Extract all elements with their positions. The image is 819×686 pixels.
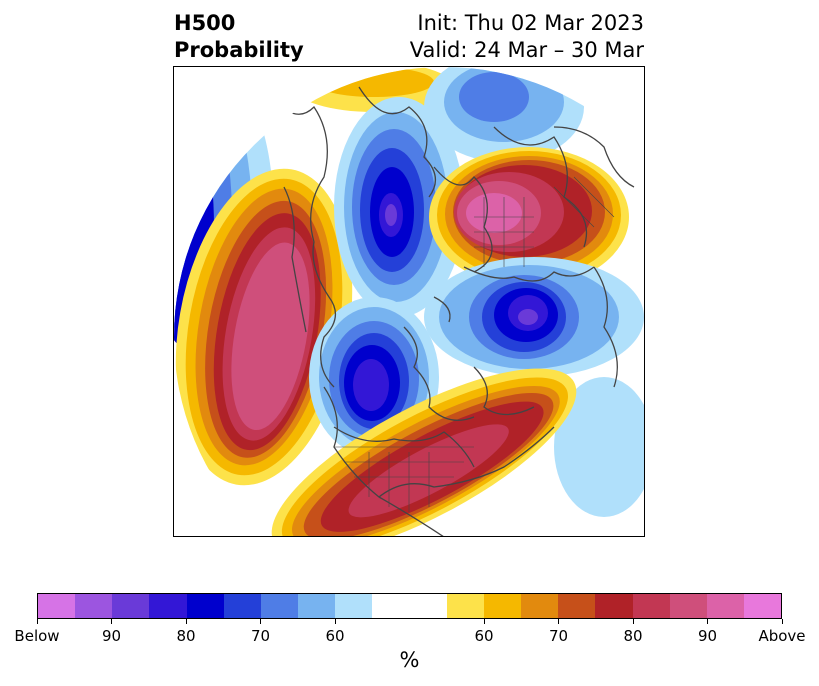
colorbar-cell: [298, 594, 336, 618]
colorbar-cell: [632, 594, 670, 618]
colorbar-tick-label: 90: [697, 627, 718, 645]
colorbar-tick-label: 80: [176, 627, 196, 645]
below-anomaly-barents: [424, 257, 644, 377]
colorbar-cell: [223, 594, 261, 618]
colorbar-tick-mark: [185, 619, 187, 624]
coastlines: [268, 86, 635, 536]
above-anomaly-east-asia: [175, 168, 353, 486]
colorbar-tick-label: 90: [101, 627, 122, 645]
colorbar-tick-mark: [707, 619, 708, 624]
colorbar-cell: [186, 594, 224, 618]
colorbar-tick-label: Below: [14, 627, 60, 645]
colorbar-cell: [75, 594, 113, 618]
colorbar-cell: [409, 594, 447, 618]
above-anomaly-atlantic: [271, 368, 577, 536]
colorbar-tick-label: 70: [548, 627, 569, 645]
colorbar-tick-mark: [781, 619, 783, 624]
colorbar-tick-mark: [36, 619, 38, 624]
below-anomaly-siberia: [334, 97, 464, 317]
colorbar-tick-mark: [558, 619, 559, 624]
colorbar-cell: [446, 594, 484, 618]
colorbar-cell: [335, 594, 373, 618]
title-block-right: Init: Thu 02 Mar 2023 Valid: 24 Mar – 30…: [410, 10, 644, 64]
colorbar-cell: [372, 594, 410, 618]
colorbar-tick-label: 60: [474, 627, 494, 645]
colorbar-cell: [112, 594, 150, 618]
colorbar-tick-mark: [632, 619, 634, 624]
colorbar-tick-mark: [111, 619, 112, 624]
colorbar-tick-label: 80: [623, 627, 643, 645]
colorbar-cell: [260, 594, 299, 618]
map-panel: [173, 66, 645, 537]
colorbar-cell: [483, 594, 522, 618]
colorbar-cell: [706, 594, 744, 618]
colorbar-cell: [521, 594, 559, 618]
colorbar-cell: [669, 594, 707, 618]
political-borders: [334, 176, 615, 512]
colorbar-tick-mark: [260, 619, 261, 624]
colorbar-cell: [558, 594, 596, 618]
colorbar-tick-label: 60: [325, 627, 345, 645]
title-product: Probability: [174, 38, 304, 62]
colorbar-cell: [149, 594, 187, 618]
init-time: Init: Thu 02 Mar 2023: [417, 11, 644, 35]
colorbar-cell: [38, 594, 76, 618]
colorbar-tick-label: 70: [250, 627, 271, 645]
title-variable: H500: [174, 11, 236, 35]
colorbar-tick-mark: [483, 619, 485, 624]
valid-period: Valid: 24 Mar – 30 Mar: [409, 38, 644, 62]
probability-map: [174, 67, 644, 536]
colorbar-tick-mark: [334, 619, 336, 624]
colorbar: [37, 593, 782, 619]
colorbar-cell: [743, 594, 782, 618]
colorbar-tick-label: Above: [758, 627, 806, 645]
title-block-left: H500 Probability: [174, 10, 304, 64]
colorbar-ticks: Below 90 80 70 60 60 70 80 90 Above: [14, 619, 806, 649]
colorbar-unit: %: [399, 648, 420, 672]
colorbar-cell: [595, 594, 633, 618]
